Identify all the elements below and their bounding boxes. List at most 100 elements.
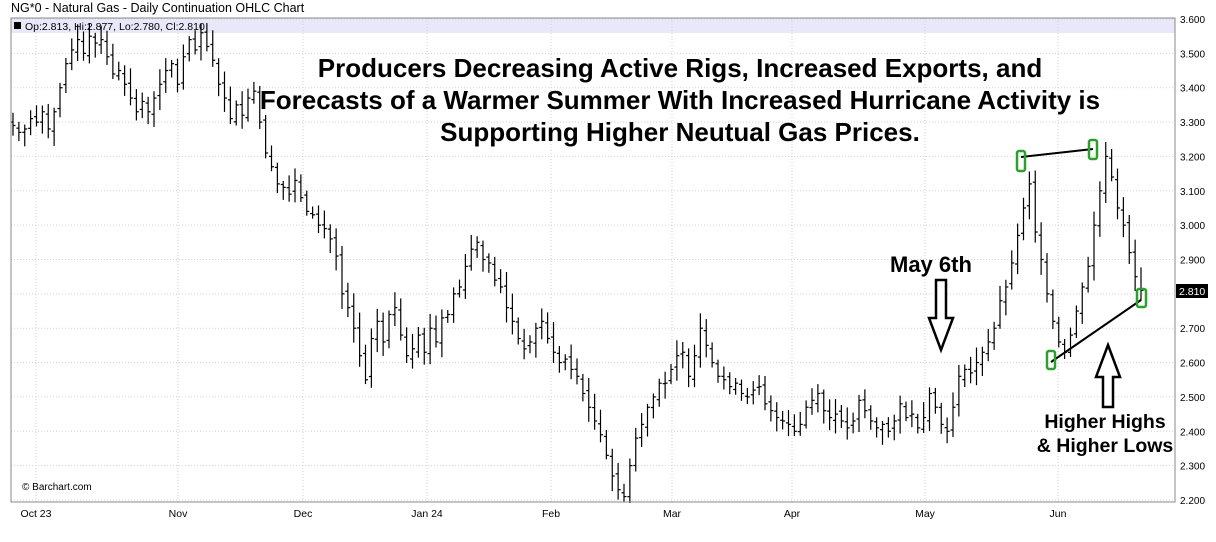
ohlc-bar <box>656 378 662 407</box>
ohlc-bar <box>492 256 498 287</box>
ohlc-bar <box>509 293 515 335</box>
ohlc-bar <box>727 372 733 395</box>
highlight-high-2 <box>1087 138 1099 161</box>
y-tick-label: 2.500 <box>1180 393 1205 404</box>
ohlc-bar <box>844 407 850 440</box>
ohlc-bar <box>327 224 333 254</box>
ohlc-bar <box>474 236 480 258</box>
ohlc-bar <box>1038 222 1044 275</box>
ohlc-bar <box>1073 305 1079 339</box>
x-tick-label: Jun <box>1050 508 1067 520</box>
ohlc-bar <box>504 272 509 323</box>
ohlc-bar <box>1091 211 1097 281</box>
ohlc-bar <box>186 36 192 62</box>
ohlc-bar <box>1138 267 1144 301</box>
ohlc-bar <box>28 110 34 136</box>
ohlc-bar <box>556 345 562 373</box>
ohlc-bar <box>721 366 727 390</box>
highlight-low-2 <box>1135 287 1148 309</box>
ohlc-bar <box>909 400 915 428</box>
headline-annotation: Producers Decreasing Active Rigs, Increa… <box>259 53 1101 147</box>
ohlc-bar <box>286 175 292 202</box>
highlight-high-1 <box>1015 149 1027 173</box>
ohlc-bar <box>1079 282 1085 324</box>
ohlc-bar <box>562 354 568 371</box>
ohlc-bar <box>321 210 327 239</box>
ohlc-bar <box>1021 197 1026 241</box>
annotation-overlay <box>927 138 1148 409</box>
down-arrow <box>927 278 955 354</box>
ohlc-bar <box>274 162 280 194</box>
ohlc-bar <box>251 81 257 104</box>
y-axis: 2.2002.3002.4002.5002.6002.7002.8002.900… <box>1180 15 1205 507</box>
ohlc-bar <box>885 417 891 438</box>
ohlc-bar <box>897 395 903 434</box>
ohlc-bar <box>1003 279 1009 316</box>
ohlc-bar <box>351 293 357 343</box>
ohlc-bar <box>1126 214 1132 264</box>
higher-highs-line-2: & Higher Lows <box>1036 435 1174 457</box>
ohlc-bar <box>932 387 938 414</box>
x-tick-label: Nov <box>169 508 188 520</box>
x-tick-label: Jan 24 <box>411 508 443 520</box>
ohlc-bar <box>227 86 233 125</box>
ohlc-bar <box>133 89 139 121</box>
ohlc-bar <box>803 400 809 429</box>
ohlc-bar <box>398 298 404 341</box>
ohlc-bar <box>333 228 339 271</box>
ohlc-bar <box>345 282 351 318</box>
higher-highs-label: Higher Highs & Higher Lows <box>1020 410 1190 458</box>
header-strip <box>11 18 1175 33</box>
ohlc-bar <box>22 124 28 147</box>
ohlc-bar <box>915 413 921 434</box>
ohlc-bar <box>368 328 374 388</box>
ohlc-bar <box>104 30 110 66</box>
ohlc-bar <box>1026 171 1032 220</box>
ohlc-bar <box>480 240 486 272</box>
ohlc-bar <box>850 412 856 434</box>
ohlc-bar <box>662 371 668 399</box>
ohlc-bar <box>903 401 909 422</box>
ohlc-bar <box>339 245 345 309</box>
ohlc-bar <box>645 403 650 437</box>
ohlc-bar <box>198 23 204 61</box>
ohlc-bar <box>298 174 304 203</box>
ohlc-bar <box>357 312 363 367</box>
x-tick-label: Mar <box>663 508 682 520</box>
ohlc-bar <box>991 321 997 350</box>
ohlc-bar <box>81 31 86 61</box>
y-tick-label: 3.600 <box>1180 15 1205 26</box>
ohlc-bar <box>533 322 539 358</box>
y-tick-label: 3.500 <box>1180 49 1205 60</box>
plot-frame <box>10 17 1176 503</box>
ohlc-bar <box>574 358 580 385</box>
ohlc-bar <box>603 430 609 460</box>
ohlc-bar <box>180 44 186 90</box>
ohlc-bar <box>1103 142 1109 204</box>
ohlc-bars <box>10 23 1144 504</box>
ohlc-bar <box>944 417 950 444</box>
ohlc-bar <box>680 341 686 369</box>
ohlc-bar <box>380 312 386 357</box>
ohlc-bar <box>1132 239 1138 292</box>
ohlc-bar <box>169 59 175 78</box>
ohlc-bar <box>175 58 180 93</box>
ohlc-bar <box>216 58 222 97</box>
ohlc-bar <box>692 344 697 388</box>
ohlc-bar <box>63 57 69 94</box>
ohlc-bar <box>650 393 656 419</box>
ohlc-bar <box>415 326 421 358</box>
ohlc-bar <box>110 43 116 80</box>
ohlc-bar <box>880 420 885 445</box>
ohlc-bar <box>86 23 92 64</box>
ohlc-bar <box>598 409 603 443</box>
ohlc-bar <box>997 285 1003 329</box>
ohlc-bar <box>451 287 457 323</box>
ohlc-bar <box>1056 316 1062 348</box>
x-axis: Oct 23 Nov Dec Jan 24 Feb Mar Apr May Jun <box>21 508 1067 520</box>
ohlc-bar <box>39 105 45 134</box>
ohlc-bar <box>457 279 462 298</box>
ohlc-bar <box>139 92 145 119</box>
ohlc-bar <box>1068 327 1073 358</box>
ohlc-bar <box>703 319 709 358</box>
